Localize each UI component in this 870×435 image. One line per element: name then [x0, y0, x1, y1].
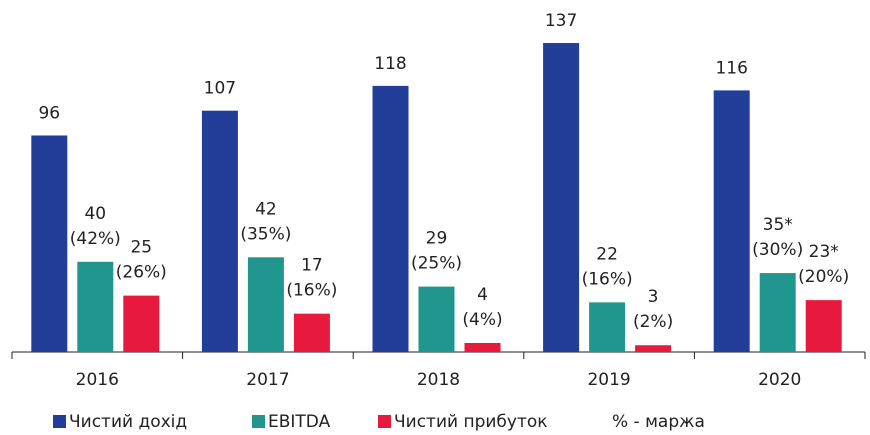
- bar: [247, 257, 284, 352]
- bar: [589, 302, 626, 352]
- bar: [418, 286, 455, 352]
- x-tick-label: 2016: [76, 370, 119, 390]
- margin-label: (20%): [798, 267, 849, 287]
- bar: [543, 43, 580, 352]
- legend-label: EBITDA: [268, 412, 331, 432]
- legend-swatch: [252, 415, 265, 428]
- margin-label: (4%): [462, 310, 502, 330]
- value-label: 137: [545, 11, 577, 31]
- bar: [464, 342, 501, 352]
- value-label: 40: [84, 204, 106, 224]
- bar: [372, 85, 409, 353]
- x-tick-label: 2017: [246, 370, 289, 390]
- bar: [31, 135, 68, 352]
- value-label: 23*: [809, 242, 839, 262]
- value-label: 17: [301, 256, 323, 276]
- value-label: 4: [477, 285, 488, 305]
- legend-label: Чистий прибуток: [394, 412, 548, 432]
- margin-label: (35%): [240, 224, 291, 244]
- margin-label: (16%): [286, 281, 337, 301]
- x-tick-label: 2020: [758, 370, 801, 390]
- value-label: 42: [255, 199, 277, 219]
- legend-note: % - маржа: [612, 412, 705, 432]
- bar: [293, 313, 330, 352]
- value-label: 116: [715, 58, 747, 78]
- margin-label: (16%): [582, 269, 633, 289]
- value-label: 22: [596, 244, 618, 264]
- bar: [77, 261, 114, 352]
- margin-label: (42%): [70, 229, 121, 249]
- value-label: 3: [648, 287, 659, 307]
- margin-label: (26%): [116, 263, 167, 283]
- value-label: 29: [426, 229, 448, 249]
- bar: [123, 295, 160, 352]
- value-label: 107: [204, 79, 236, 99]
- bar: [759, 273, 796, 352]
- value-label: 96: [38, 104, 60, 124]
- value-label: 35*: [763, 215, 793, 235]
- value-label: 25: [130, 238, 152, 258]
- x-tick-label: 2018: [417, 370, 460, 390]
- bar: [805, 300, 842, 352]
- legend-swatch: [378, 415, 391, 428]
- bar: [201, 110, 238, 352]
- x-tick-label: 2019: [587, 370, 630, 390]
- margin-label: (30%): [752, 240, 803, 260]
- margin-label: (2%): [633, 312, 673, 332]
- bar: [635, 345, 672, 352]
- legend-swatch: [53, 415, 66, 428]
- value-label: 118: [374, 54, 406, 74]
- bar: [713, 90, 750, 353]
- margin-label: (25%): [411, 254, 462, 274]
- legend-label: Чистий дохід: [69, 412, 187, 432]
